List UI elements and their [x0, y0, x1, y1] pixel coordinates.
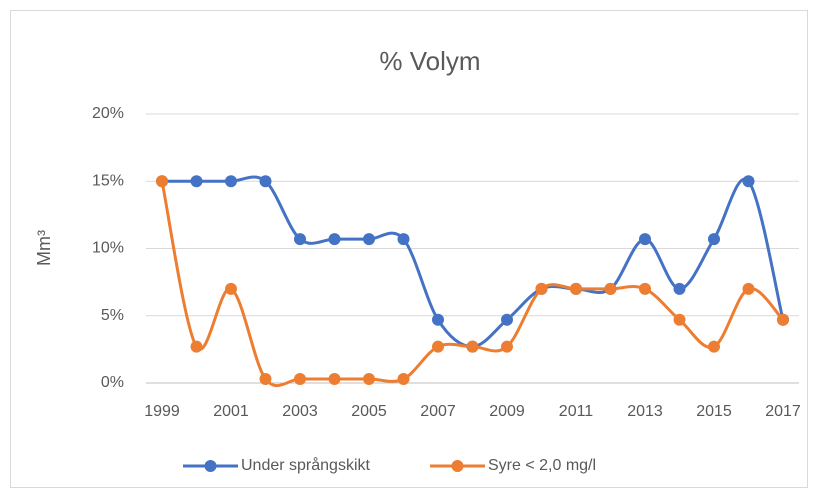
point	[708, 340, 720, 353]
point	[259, 372, 272, 385]
x-tick-label: 2009	[489, 403, 525, 420]
point	[639, 233, 651, 246]
point	[432, 340, 444, 353]
x-tick-label: 1999	[144, 403, 180, 420]
point	[604, 282, 617, 295]
point	[673, 282, 686, 295]
x-tick-label: 2013	[627, 403, 663, 420]
x-tick-label: 2001	[213, 403, 249, 420]
legend-marker	[204, 460, 217, 472]
point	[570, 282, 582, 295]
series-line	[161, 175, 785, 349]
x-tick-label: 2017	[765, 403, 801, 420]
point	[742, 282, 755, 295]
point	[501, 313, 513, 326]
y-axis-label: Mm³	[34, 230, 54, 266]
y-tick-label: 20%	[92, 105, 124, 122]
x-tick-label: 2003	[282, 403, 318, 420]
legend-marker	[451, 460, 464, 472]
point	[397, 372, 410, 385]
point	[673, 313, 686, 326]
point	[742, 175, 755, 188]
point	[328, 233, 341, 246]
legend-label: Syre < 2,0 mg/l	[488, 457, 596, 474]
x-tick-label: 2005	[351, 403, 387, 420]
legend-label: Under språngskikt	[241, 456, 371, 474]
point	[363, 233, 375, 246]
point	[225, 282, 237, 295]
point	[432, 313, 444, 326]
point	[294, 233, 306, 246]
y-tick-label: 10%	[92, 240, 124, 257]
x-tick-label: 2011	[559, 403, 594, 420]
point	[501, 340, 513, 353]
point	[397, 233, 410, 246]
point	[190, 340, 203, 353]
point	[190, 175, 203, 188]
point	[363, 372, 375, 385]
point	[708, 233, 720, 246]
point	[294, 372, 306, 385]
point	[156, 175, 168, 188]
point	[328, 372, 341, 385]
y-tick-label: 5%	[101, 307, 124, 324]
point	[259, 175, 272, 188]
point	[225, 175, 237, 188]
chart-title: % Volym	[379, 46, 480, 76]
point	[466, 340, 479, 353]
x-tick-label: 2007	[420, 403, 456, 420]
point	[777, 313, 789, 326]
point	[535, 282, 548, 295]
x-tick-label: 2015	[696, 403, 732, 420]
point	[639, 282, 651, 295]
y-tick-label: 15%	[92, 172, 124, 189]
y-tick-label: 0%	[101, 374, 124, 391]
